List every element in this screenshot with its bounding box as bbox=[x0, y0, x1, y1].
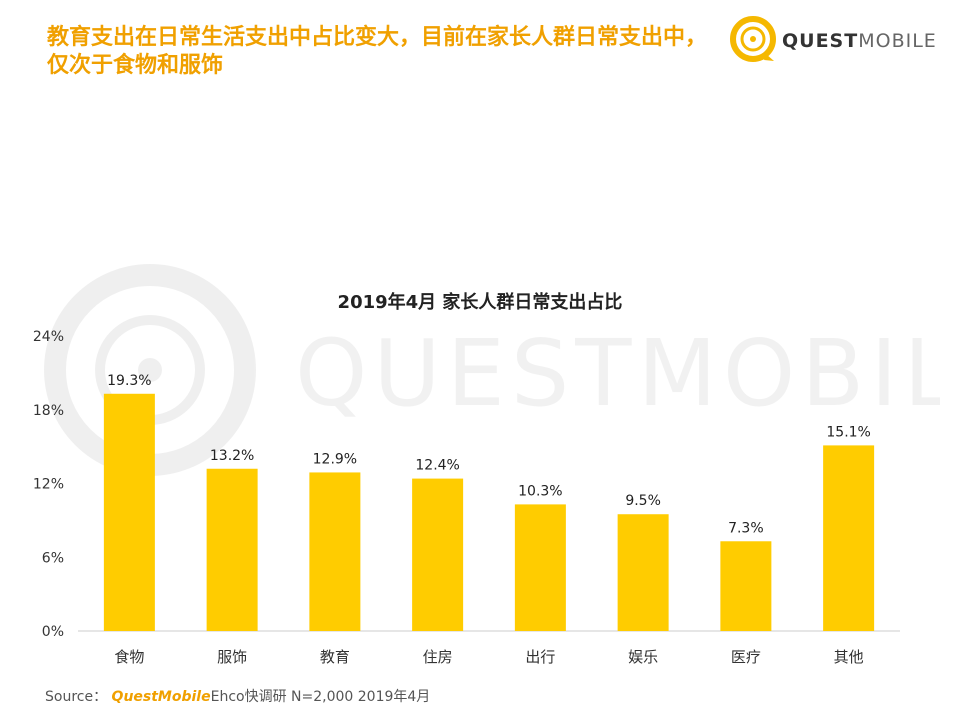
bar-食物 bbox=[103, 393, 155, 631]
x-tick-label: 娱乐 bbox=[628, 648, 658, 666]
x-tick-label: 其他 bbox=[834, 648, 864, 666]
data-label: 19.3% bbox=[107, 373, 151, 389]
y-tick-label: 12% bbox=[33, 477, 64, 493]
source-label: Source： bbox=[45, 689, 108, 705]
x-tick-label: 食物 bbox=[114, 648, 144, 666]
page-headline: 教育支出在日常生活支出中占比变大，目前在家长人群日常支出中，仅次于食物和服饰 bbox=[47, 25, 708, 78]
y-tick-label: 24% bbox=[33, 329, 64, 345]
bar-教育 bbox=[309, 472, 361, 631]
x-tick-label: 服饰 bbox=[217, 648, 247, 666]
logo-ring-icon bbox=[730, 16, 776, 62]
chart-title: 2019年4月 家长人群日常支出占比 bbox=[337, 292, 623, 313]
data-label: 13.2% bbox=[210, 448, 254, 464]
logo-wordmark: QUESTMOBILE bbox=[782, 30, 937, 52]
bar-医疗 bbox=[720, 541, 772, 631]
bar-出行 bbox=[514, 504, 566, 631]
x-tick-label: 医疗 bbox=[731, 648, 761, 666]
source-detail: Ehco快调研 N=2,000 2019年4月 bbox=[210, 689, 431, 705]
x-tick-label: 住房 bbox=[423, 648, 453, 666]
source-footer: Source： QuestMobileEhco快调研 N=2,000 2019年… bbox=[45, 686, 430, 706]
questmobile-logo: QUESTMOBILE bbox=[728, 14, 936, 64]
y-tick-label: 6% bbox=[42, 550, 64, 566]
data-label: 7.3% bbox=[728, 520, 764, 536]
data-label: 12.9% bbox=[313, 451, 357, 467]
logo-text-quest: QUEST bbox=[782, 30, 859, 52]
data-label: 12.4% bbox=[415, 458, 459, 474]
bar-住房 bbox=[412, 478, 464, 631]
logo-text-mobile: MOBILE bbox=[858, 30, 937, 52]
data-label: 10.3% bbox=[518, 483, 562, 499]
x-tick-label: 出行 bbox=[525, 648, 555, 666]
x-tick-label: 教育 bbox=[320, 648, 350, 666]
data-label: 9.5% bbox=[625, 493, 661, 509]
bar-娱乐 bbox=[617, 514, 669, 631]
source-brand: QuestMobile bbox=[111, 689, 211, 705]
bar-其他 bbox=[823, 445, 875, 631]
y-tick-label: 18% bbox=[33, 403, 64, 419]
y-tick-label: 0% bbox=[42, 624, 64, 640]
data-label: 15.1% bbox=[826, 424, 870, 440]
bar-服饰 bbox=[206, 468, 258, 631]
